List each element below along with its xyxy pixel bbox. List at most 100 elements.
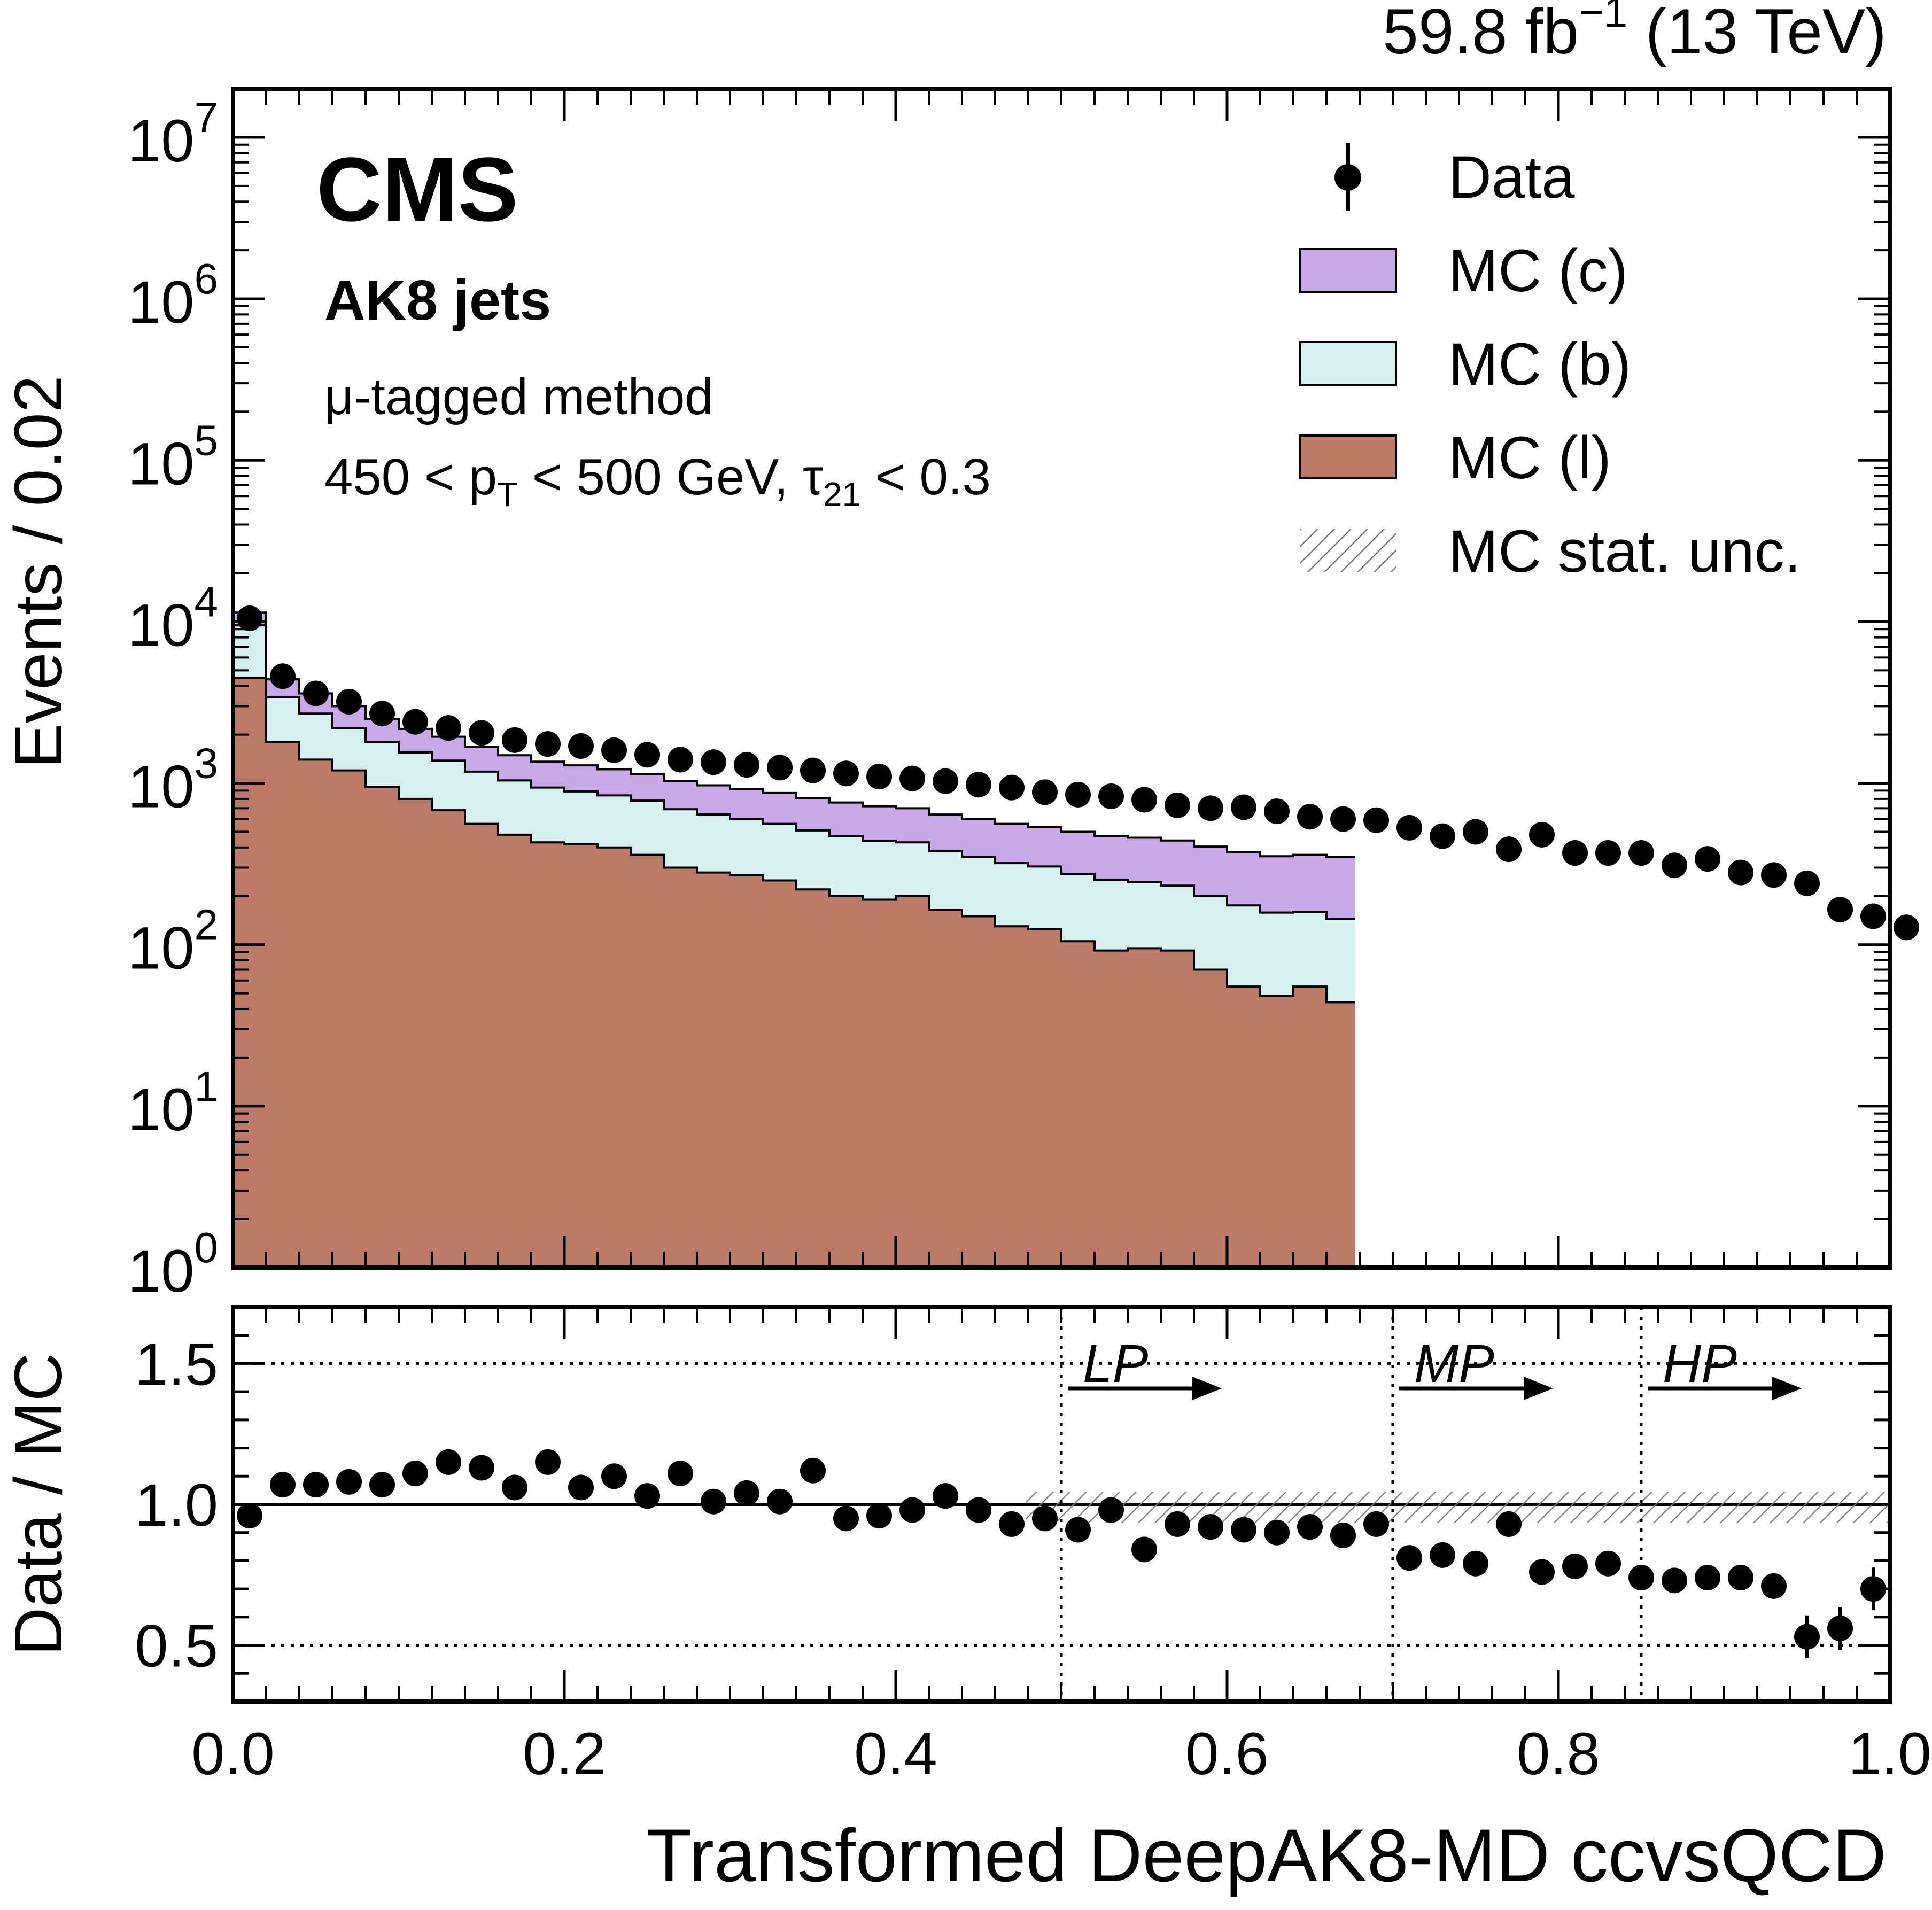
arrow-head — [1772, 1377, 1802, 1400]
ratio-point — [303, 1472, 329, 1498]
lumi-label: 59.8 fb−1 (13 TeV) — [1383, 0, 1887, 67]
arrow-head — [1192, 1377, 1222, 1400]
ratio-point — [1529, 1559, 1555, 1585]
data-point — [833, 760, 859, 787]
ratio-point — [1032, 1505, 1058, 1532]
main-histogram-panel: 100 101 102 103 104 105 106 107 — [128, 87, 1919, 1305]
legend-mc-b-swatch — [1299, 341, 1397, 386]
y-tick-label: 106 — [128, 255, 218, 336]
y-tick-label: 103 — [128, 740, 218, 820]
y-tick-label: 101 — [128, 1062, 218, 1143]
data-point — [999, 774, 1025, 801]
y-tick-label: 100 — [128, 1224, 218, 1305]
legend-stat-swatch — [1300, 529, 1396, 572]
mc-light-histogram — [233, 677, 1355, 1268]
x-tick-label: 0.2 — [523, 1720, 606, 1787]
ratio-point — [1662, 1567, 1687, 1594]
data-point — [1032, 779, 1058, 805]
bottom-axis-ticks: 0.5 1.0 1.5 0.0 0.2 0.4 0.6 0.8 1.0 — [135, 1306, 1931, 1787]
ratio-point — [535, 1449, 561, 1475]
data-point — [1330, 806, 1356, 832]
data-point — [899, 765, 925, 791]
ratio-point — [1330, 1522, 1356, 1548]
working-point-label: LP — [1083, 1334, 1149, 1394]
ratio-point — [1761, 1573, 1787, 1599]
ratio-point — [833, 1505, 859, 1532]
data-point — [1628, 840, 1654, 866]
y-tick-label: 105 — [128, 416, 218, 497]
ratio-point — [1562, 1553, 1588, 1579]
ratio-point — [369, 1472, 395, 1498]
legend-mc-c-label: MC (c) — [1448, 237, 1628, 304]
ratio-point — [237, 1503, 262, 1529]
ratio-point — [601, 1463, 627, 1489]
legend-data-marker — [1334, 143, 1361, 211]
data-point — [1396, 814, 1422, 841]
data-point — [800, 757, 826, 783]
working-point-label: HP — [1663, 1334, 1737, 1394]
data-point — [469, 720, 494, 746]
ratio-point — [436, 1449, 461, 1475]
y-tick-label: 104 — [128, 578, 218, 658]
data-point — [701, 749, 726, 775]
data-point — [535, 731, 561, 757]
ratio-point — [966, 1497, 991, 1523]
ratio-point — [1396, 1545, 1422, 1571]
data-point — [1695, 846, 1720, 872]
ratio-point — [999, 1511, 1025, 1537]
ratio-point — [502, 1474, 527, 1501]
data-point — [1761, 862, 1787, 888]
ratio-point — [1695, 1565, 1720, 1591]
legend-mc-l-swatch — [1299, 434, 1397, 479]
data-point — [634, 742, 660, 768]
ratio-point — [568, 1474, 594, 1501]
x-tick-label: 0.8 — [1517, 1720, 1600, 1787]
jets-label: AK8 jets — [324, 269, 551, 332]
data-point — [1231, 794, 1256, 820]
data-point — [1529, 821, 1555, 848]
ratio-point — [899, 1497, 925, 1523]
y-axis-title-bottom: Data / MC — [1, 1353, 76, 1656]
cut-label: 450 < pT < 500 GeV, τ21 < 0.3 — [324, 448, 991, 514]
method-label: μ-tagged method — [324, 368, 713, 425]
arrow-head — [1524, 1377, 1553, 1400]
ratio-stat-band — [1026, 1492, 1890, 1523]
ratio-points — [237, 1449, 1886, 1658]
ratio-point — [1430, 1542, 1455, 1568]
data-point — [270, 663, 296, 689]
y-tick-label: 102 — [128, 901, 218, 982]
data-point — [1065, 781, 1091, 808]
ratio-point — [1198, 1514, 1223, 1540]
data-point — [1728, 859, 1753, 886]
data-point — [933, 768, 958, 794]
x-axis-title: Transformed DeepAK8-MD ccvsQCD — [646, 1813, 1887, 1897]
x-tick-label: 0.0 — [191, 1720, 275, 1787]
data-point — [1794, 870, 1820, 896]
data-point — [1198, 795, 1223, 821]
data-point — [1827, 896, 1853, 922]
data-points — [237, 605, 1919, 941]
ratio-point — [734, 1480, 759, 1506]
legend: Data MC (c) MC (b) MC (l) MC stat. unc. — [1299, 143, 1801, 585]
data-point — [1662, 852, 1687, 879]
ratio-point — [1297, 1514, 1323, 1540]
ratio-point — [767, 1488, 793, 1515]
data-point — [767, 755, 793, 781]
ratio-point — [1264, 1519, 1290, 1546]
legend-data-label: Data — [1448, 144, 1575, 211]
legend-mc-b-label: MC (b) — [1448, 331, 1631, 398]
mc-stack — [233, 611, 1355, 1268]
legend-stat-label: MC stat. unc. — [1448, 518, 1801, 585]
ratio-point — [469, 1455, 494, 1481]
ratio-point — [1231, 1517, 1256, 1543]
bottom-frame — [231, 1305, 1892, 1704]
ratio-point — [1363, 1511, 1389, 1537]
legend-mc-l-label: MC (l) — [1448, 424, 1611, 491]
ratio-point — [1728, 1565, 1753, 1591]
data-point — [601, 737, 627, 763]
ratio-point — [1595, 1550, 1621, 1577]
y-tick-label: 107 — [128, 94, 218, 174]
data-point — [1496, 836, 1522, 863]
ratio-point — [1165, 1511, 1190, 1537]
